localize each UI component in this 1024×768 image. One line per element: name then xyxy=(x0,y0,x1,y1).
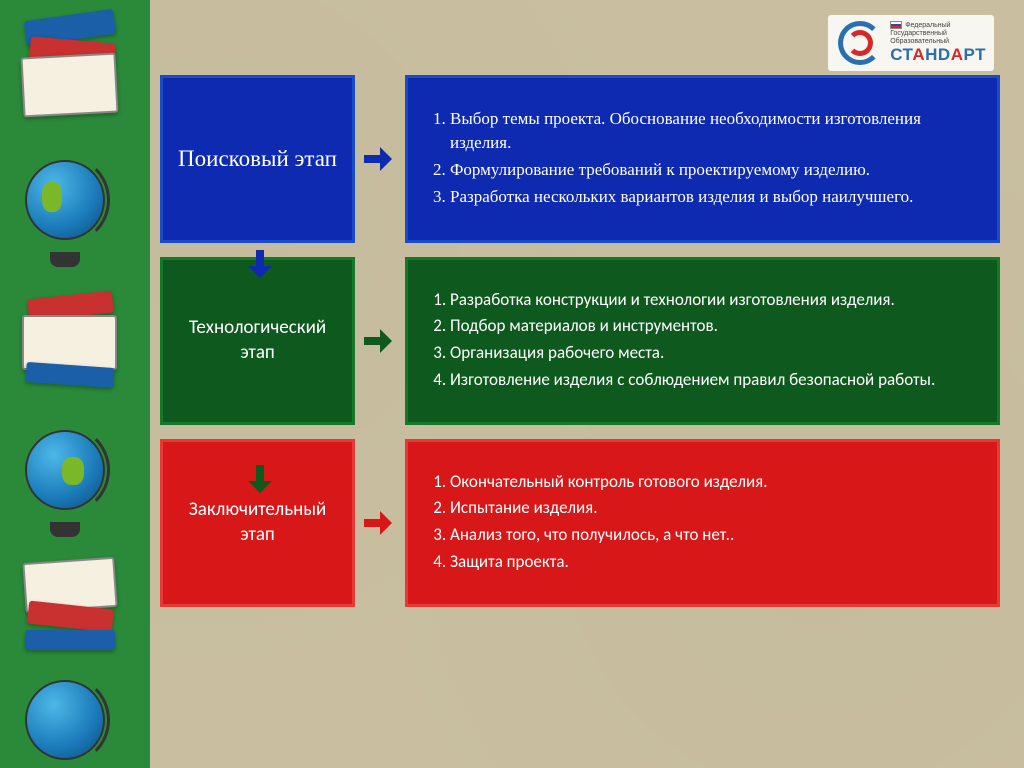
stage-item: Формулирование требований к проектируемо… xyxy=(450,158,979,183)
book-stack-decoration xyxy=(10,550,140,680)
arrow-right-icon xyxy=(364,329,396,353)
stage-row-final: Заключительный этапОкончательный контрол… xyxy=(160,439,1000,607)
globe-decoration xyxy=(25,680,120,768)
stage-item: Защита проекта. xyxy=(450,550,768,575)
stage-title-box: Технологический этап xyxy=(160,257,355,425)
stage-item: Анализ того, что получилось, а что нет.. xyxy=(450,523,768,548)
logo-text: Федеральный Государственный Образователь… xyxy=(890,21,986,64)
logo-icon xyxy=(836,19,884,67)
book-stack-decoration xyxy=(10,280,140,410)
stage-item: Окончательный контроль готового изделия. xyxy=(450,470,768,495)
stage-item: Разработка нескольких вариантов изделия … xyxy=(450,185,979,210)
globe-decoration xyxy=(25,430,120,525)
stage-description-box: Разработка конструкции и технологии изго… xyxy=(405,257,1000,425)
stages-diagram: Поисковый этап Выбор темы проекта. Обосно… xyxy=(160,75,1000,621)
arrow-right-icon xyxy=(364,147,396,171)
globe-decoration xyxy=(25,160,120,255)
stage-description-box: Окончательный контроль готового изделия.… xyxy=(405,439,1000,607)
stage-item: Подбор материалов и инструментов. xyxy=(450,314,935,339)
stage-title-box: Поисковый этап xyxy=(160,75,355,243)
stage-item: Выбор темы проекта. Обоснование необходи… xyxy=(450,107,979,156)
stage-row-tech: Технологический этап Разработка конструкц… xyxy=(160,257,1000,425)
decorative-sidebar xyxy=(0,0,150,768)
stage-item: Разработка конструкции и технологии изго… xyxy=(450,288,935,313)
stage-description-box: Выбор темы проекта. Обоснование необходи… xyxy=(405,75,1000,243)
stage-item: Изготовление изделия с соблюдением прави… xyxy=(450,368,935,393)
stage-item: Организация рабочего места. xyxy=(450,341,935,366)
stage-row-search: Поисковый этап Выбор темы проекта. Обосно… xyxy=(160,75,1000,243)
stage-item: Испытание изделия. xyxy=(450,496,768,521)
logo-brand-text: СТАНDАРТ xyxy=(890,46,986,65)
arrow-down-icon xyxy=(248,465,272,497)
book-stack-decoration xyxy=(10,5,140,135)
arrow-right-icon xyxy=(364,511,396,535)
arrow-down-icon xyxy=(248,250,272,282)
standard-logo: Федеральный Государственный Образователь… xyxy=(828,15,994,71)
